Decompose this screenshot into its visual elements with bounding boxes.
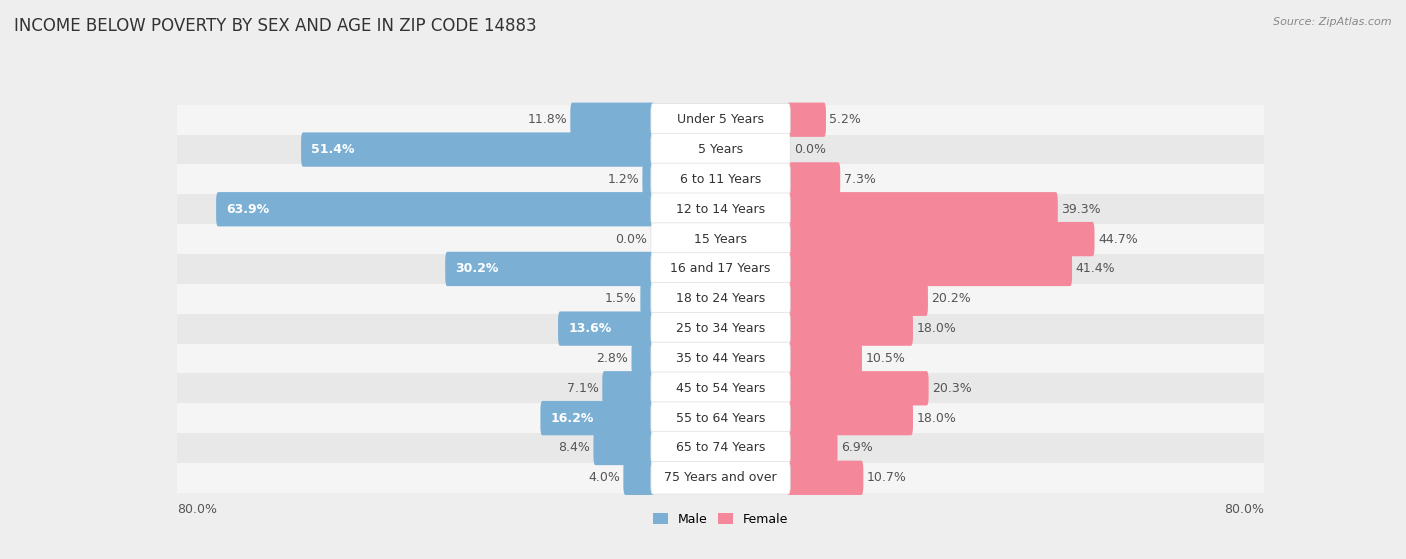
Bar bbox=[177, 224, 1264, 254]
Text: 55 to 64 Years: 55 to 64 Years bbox=[676, 411, 765, 425]
FancyBboxPatch shape bbox=[786, 342, 862, 376]
FancyBboxPatch shape bbox=[571, 103, 655, 137]
Text: 1.5%: 1.5% bbox=[605, 292, 637, 305]
FancyBboxPatch shape bbox=[651, 372, 790, 405]
FancyBboxPatch shape bbox=[786, 431, 838, 465]
FancyBboxPatch shape bbox=[446, 252, 655, 286]
FancyBboxPatch shape bbox=[786, 192, 1057, 226]
FancyBboxPatch shape bbox=[651, 402, 790, 434]
FancyBboxPatch shape bbox=[786, 252, 1071, 286]
FancyBboxPatch shape bbox=[786, 162, 841, 197]
Bar bbox=[177, 254, 1264, 284]
FancyBboxPatch shape bbox=[786, 282, 928, 316]
FancyBboxPatch shape bbox=[651, 342, 790, 375]
Bar bbox=[177, 135, 1264, 164]
FancyBboxPatch shape bbox=[651, 133, 790, 166]
FancyBboxPatch shape bbox=[651, 223, 790, 255]
Text: 13.6%: 13.6% bbox=[568, 322, 612, 335]
Text: Under 5 Years: Under 5 Years bbox=[678, 113, 763, 126]
FancyBboxPatch shape bbox=[786, 401, 912, 435]
FancyBboxPatch shape bbox=[643, 162, 655, 197]
Text: 45 to 54 Years: 45 to 54 Years bbox=[676, 382, 765, 395]
FancyBboxPatch shape bbox=[651, 462, 790, 494]
FancyBboxPatch shape bbox=[651, 193, 790, 225]
FancyBboxPatch shape bbox=[651, 253, 790, 285]
Bar bbox=[177, 195, 1264, 224]
Text: 6.9%: 6.9% bbox=[841, 442, 873, 454]
Text: 2.8%: 2.8% bbox=[596, 352, 628, 365]
Bar bbox=[177, 403, 1264, 433]
Bar bbox=[177, 284, 1264, 314]
Text: 39.3%: 39.3% bbox=[1062, 203, 1101, 216]
Text: 0.0%: 0.0% bbox=[794, 143, 825, 156]
Bar bbox=[177, 373, 1264, 403]
FancyBboxPatch shape bbox=[631, 342, 655, 376]
Bar bbox=[177, 344, 1264, 373]
FancyBboxPatch shape bbox=[217, 192, 655, 226]
Text: 18.0%: 18.0% bbox=[917, 322, 956, 335]
Text: 20.3%: 20.3% bbox=[932, 382, 972, 395]
FancyBboxPatch shape bbox=[651, 432, 790, 464]
Text: INCOME BELOW POVERTY BY SEX AND AGE IN ZIP CODE 14883: INCOME BELOW POVERTY BY SEX AND AGE IN Z… bbox=[14, 17, 537, 35]
Text: 75 Years and over: 75 Years and over bbox=[664, 471, 778, 484]
FancyBboxPatch shape bbox=[786, 371, 928, 405]
FancyBboxPatch shape bbox=[786, 311, 912, 346]
Bar bbox=[177, 433, 1264, 463]
FancyBboxPatch shape bbox=[301, 132, 655, 167]
Legend: Male, Female: Male, Female bbox=[652, 513, 789, 526]
Text: 10.7%: 10.7% bbox=[866, 471, 907, 484]
Text: 11.8%: 11.8% bbox=[527, 113, 567, 126]
FancyBboxPatch shape bbox=[786, 103, 825, 137]
Text: 65 to 74 Years: 65 to 74 Years bbox=[676, 442, 765, 454]
FancyBboxPatch shape bbox=[786, 461, 863, 495]
FancyBboxPatch shape bbox=[623, 461, 655, 495]
FancyBboxPatch shape bbox=[786, 222, 1094, 256]
FancyBboxPatch shape bbox=[558, 311, 655, 346]
Text: 5.2%: 5.2% bbox=[830, 113, 862, 126]
Text: 15 Years: 15 Years bbox=[695, 233, 747, 245]
FancyBboxPatch shape bbox=[640, 282, 655, 316]
Bar bbox=[177, 164, 1264, 195]
Text: 5 Years: 5 Years bbox=[697, 143, 744, 156]
Text: 80.0%: 80.0% bbox=[1225, 503, 1264, 516]
Text: 35 to 44 Years: 35 to 44 Years bbox=[676, 352, 765, 365]
Text: 51.4%: 51.4% bbox=[311, 143, 354, 156]
FancyBboxPatch shape bbox=[651, 163, 790, 196]
Text: 18 to 24 Years: 18 to 24 Years bbox=[676, 292, 765, 305]
Text: 4.0%: 4.0% bbox=[588, 471, 620, 484]
Text: 0.0%: 0.0% bbox=[616, 233, 647, 245]
Text: 1.2%: 1.2% bbox=[607, 173, 638, 186]
Text: 16 and 17 Years: 16 and 17 Years bbox=[671, 262, 770, 276]
FancyBboxPatch shape bbox=[602, 371, 655, 405]
Bar bbox=[177, 463, 1264, 492]
Text: Source: ZipAtlas.com: Source: ZipAtlas.com bbox=[1274, 17, 1392, 27]
Bar bbox=[177, 105, 1264, 135]
Text: 63.9%: 63.9% bbox=[226, 203, 270, 216]
FancyBboxPatch shape bbox=[651, 312, 790, 345]
Text: 20.2%: 20.2% bbox=[931, 292, 972, 305]
FancyBboxPatch shape bbox=[651, 282, 790, 315]
Text: 12 to 14 Years: 12 to 14 Years bbox=[676, 203, 765, 216]
Text: 44.7%: 44.7% bbox=[1098, 233, 1137, 245]
Text: 10.5%: 10.5% bbox=[865, 352, 905, 365]
Text: 7.1%: 7.1% bbox=[567, 382, 599, 395]
Text: 6 to 11 Years: 6 to 11 Years bbox=[681, 173, 761, 186]
Text: 25 to 34 Years: 25 to 34 Years bbox=[676, 322, 765, 335]
Text: 80.0%: 80.0% bbox=[177, 503, 217, 516]
FancyBboxPatch shape bbox=[651, 103, 790, 136]
Text: 41.4%: 41.4% bbox=[1076, 262, 1115, 276]
Text: 7.3%: 7.3% bbox=[844, 173, 876, 186]
FancyBboxPatch shape bbox=[593, 431, 655, 465]
Text: 18.0%: 18.0% bbox=[917, 411, 956, 425]
Text: 8.4%: 8.4% bbox=[558, 442, 591, 454]
Text: 16.2%: 16.2% bbox=[551, 411, 593, 425]
FancyBboxPatch shape bbox=[540, 401, 655, 435]
Bar bbox=[177, 314, 1264, 344]
Text: 30.2%: 30.2% bbox=[456, 262, 499, 276]
